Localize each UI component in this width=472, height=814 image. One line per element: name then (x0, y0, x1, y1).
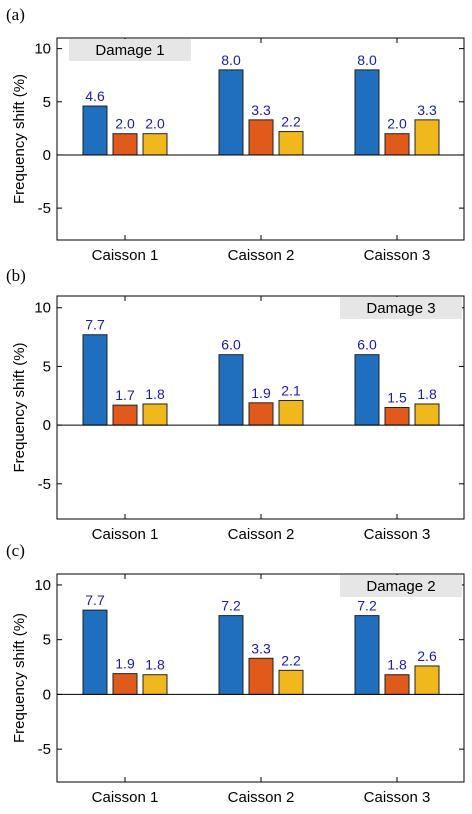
data-label: 1.8 (145, 386, 165, 402)
bar (414, 403, 440, 426)
bar (142, 674, 168, 695)
data-label: 4.6 (85, 88, 105, 104)
data-label: 2.2 (281, 652, 301, 668)
bar (82, 105, 108, 156)
bar (414, 119, 440, 156)
x-tick-label: Caisson 3 (364, 789, 431, 806)
bar (142, 403, 168, 426)
bar (354, 69, 380, 156)
bar (248, 657, 274, 695)
data-label: 2.0 (387, 116, 407, 132)
data-label: 7.7 (85, 592, 105, 608)
bar (414, 665, 440, 695)
x-tick-label: Caisson 2 (228, 789, 295, 806)
panel-label: (b) (6, 266, 26, 285)
bar (384, 674, 410, 695)
bar (354, 354, 380, 426)
data-label: 3.3 (251, 640, 271, 656)
bar (112, 404, 138, 426)
bar (384, 407, 410, 426)
bar (82, 334, 108, 426)
data-label: 1.8 (145, 657, 165, 673)
data-label: 2.0 (115, 116, 135, 132)
y-tick-label: 10 (34, 577, 51, 594)
data-label: 1.9 (115, 656, 135, 672)
data-label: 2.2 (281, 114, 301, 130)
y-axis-label: Frequency shift (%) (11, 74, 28, 204)
y-tick-label: 10 (34, 300, 51, 317)
title-box (69, 39, 191, 61)
bar (82, 609, 108, 695)
data-label: 8.0 (357, 52, 377, 68)
x-tick-label: Caisson 1 (92, 526, 159, 543)
data-label: 2.1 (281, 382, 301, 398)
bar (218, 69, 244, 156)
bar (354, 615, 380, 695)
bar (278, 669, 304, 695)
y-tick-label: 10 (34, 41, 51, 58)
bar (248, 402, 274, 426)
data-label: 3.3 (417, 102, 437, 118)
data-label: 8.0 (221, 52, 241, 68)
title-box (340, 297, 462, 319)
data-label: 1.5 (387, 390, 407, 406)
data-label: 3.3 (251, 102, 271, 118)
y-tick-label: -5 (38, 741, 51, 758)
x-tick-label: Caisson 1 (92, 247, 159, 264)
bar (278, 131, 304, 156)
chart-panel-3: (c) 10 5 0 -5 Frequency shift (%) Caisson 1 Cai… (6, 541, 465, 806)
y-tick-label: -5 (38, 476, 51, 493)
y-axis-label: Frequency shift (%) (11, 613, 28, 743)
title-box-text: Damage 2 (366, 578, 435, 595)
panel-label: (c) (6, 541, 25, 560)
data-label: 7.7 (85, 317, 105, 333)
x-tick-label: Caisson 2 (228, 247, 295, 264)
bar (112, 673, 138, 695)
data-label: 2.6 (417, 648, 437, 664)
data-label: 1.7 (115, 387, 135, 403)
bar (248, 119, 274, 156)
x-tick-label: Caisson 3 (364, 247, 431, 264)
bar (142, 133, 168, 156)
y-tick-label: -5 (38, 200, 51, 217)
data-label: 1.8 (387, 657, 407, 673)
y-tick-label: 0 (43, 686, 51, 703)
x-tick-label: Caisson 1 (92, 789, 159, 806)
y-tick-label: 5 (43, 94, 51, 111)
panel-label: (a) (6, 5, 25, 24)
bar (278, 399, 304, 426)
bar (384, 133, 410, 156)
y-tick-label: 0 (43, 417, 51, 434)
title-box-text: Damage 3 (366, 300, 435, 317)
data-label: 1.8 (417, 386, 437, 402)
data-label: 6.0 (221, 337, 241, 353)
x-tick-label: Caisson 2 (228, 526, 295, 543)
x-tick-label: Caisson 3 (364, 526, 431, 543)
data-label: 7.2 (357, 598, 377, 614)
data-label: 2.0 (145, 116, 165, 132)
y-tick-label: 0 (43, 147, 51, 164)
y-axis-label: Frequency shift (%) (11, 342, 28, 472)
title-box (340, 575, 462, 597)
bar (112, 133, 138, 156)
data-label: 6.0 (357, 337, 377, 353)
title-box-text: Damage 1 (95, 42, 164, 59)
chart-panel-2: (b) 10 5 0 -5 Frequency shift (%) Caisson 1 Cai… (6, 266, 465, 543)
bar (218, 354, 244, 426)
chart-panel-1: (a) 10 5 0 -5 Frequency shift (%) Caisson 1 Cai… (6, 5, 465, 264)
bar (218, 615, 244, 695)
y-tick-label: 5 (43, 632, 51, 649)
data-label: 7.2 (221, 598, 241, 614)
data-label: 1.9 (251, 385, 271, 401)
y-tick-label: 5 (43, 358, 51, 375)
